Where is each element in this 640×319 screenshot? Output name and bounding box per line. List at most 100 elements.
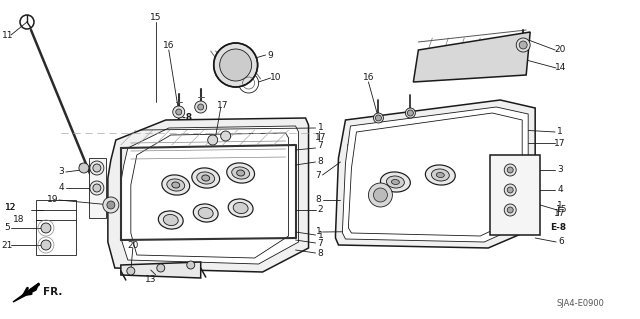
Ellipse shape <box>431 169 449 181</box>
Text: 5: 5 <box>4 224 10 233</box>
Text: 12: 12 <box>5 204 17 212</box>
Circle shape <box>107 201 115 209</box>
Ellipse shape <box>196 172 214 184</box>
Circle shape <box>373 113 383 123</box>
Circle shape <box>90 161 104 175</box>
Circle shape <box>79 163 89 173</box>
Ellipse shape <box>202 175 210 181</box>
Circle shape <box>214 43 258 87</box>
Circle shape <box>376 115 381 121</box>
Polygon shape <box>348 113 522 236</box>
Circle shape <box>508 167 513 173</box>
Text: 14: 14 <box>556 63 567 72</box>
Circle shape <box>208 135 218 145</box>
Polygon shape <box>13 283 39 302</box>
Text: 4: 4 <box>557 186 563 195</box>
Ellipse shape <box>426 165 455 185</box>
Circle shape <box>157 264 164 272</box>
Circle shape <box>508 207 513 213</box>
Circle shape <box>373 188 387 202</box>
Circle shape <box>127 267 135 275</box>
Circle shape <box>519 41 527 49</box>
Text: 17: 17 <box>217 100 228 109</box>
Ellipse shape <box>167 179 185 191</box>
Ellipse shape <box>172 182 180 188</box>
Text: 17: 17 <box>315 133 326 143</box>
Ellipse shape <box>380 172 410 192</box>
Text: E-8: E-8 <box>175 114 192 122</box>
Text: 20: 20 <box>554 46 566 55</box>
Circle shape <box>103 197 119 213</box>
Text: 1: 1 <box>557 128 563 137</box>
Ellipse shape <box>392 180 399 184</box>
Polygon shape <box>342 107 528 242</box>
Ellipse shape <box>232 167 250 179</box>
Circle shape <box>220 49 252 81</box>
Circle shape <box>41 223 51 233</box>
Ellipse shape <box>436 173 444 177</box>
Circle shape <box>176 109 182 115</box>
Text: 3: 3 <box>557 166 563 174</box>
Circle shape <box>504 204 516 216</box>
Text: 8: 8 <box>317 249 323 257</box>
Text: 9: 9 <box>268 50 273 60</box>
Circle shape <box>508 187 513 193</box>
Text: 8: 8 <box>317 158 323 167</box>
Text: 18: 18 <box>13 216 25 225</box>
Text: 16: 16 <box>163 41 175 49</box>
Text: 7: 7 <box>316 170 321 180</box>
Polygon shape <box>89 158 106 218</box>
Text: 15: 15 <box>556 205 568 214</box>
Text: 7: 7 <box>317 239 323 248</box>
Circle shape <box>41 240 51 250</box>
Ellipse shape <box>227 163 255 183</box>
Text: 10: 10 <box>270 73 282 83</box>
Circle shape <box>239 73 259 93</box>
Polygon shape <box>413 32 530 82</box>
Text: 4: 4 <box>58 183 64 192</box>
Ellipse shape <box>198 207 213 219</box>
Ellipse shape <box>237 170 244 176</box>
Text: 21: 21 <box>1 241 13 249</box>
Ellipse shape <box>163 214 178 226</box>
Ellipse shape <box>192 168 220 188</box>
Circle shape <box>93 164 101 172</box>
Text: 12: 12 <box>5 204 17 212</box>
Text: SJA4-E0900: SJA4-E0900 <box>556 299 604 308</box>
Circle shape <box>369 183 392 207</box>
Text: 2: 2 <box>317 205 323 214</box>
Ellipse shape <box>228 199 253 217</box>
Circle shape <box>90 181 104 195</box>
Text: 15: 15 <box>150 13 161 23</box>
Text: 11: 11 <box>3 31 14 40</box>
Circle shape <box>408 110 413 116</box>
Polygon shape <box>121 262 201 278</box>
Ellipse shape <box>158 211 183 229</box>
Text: 3: 3 <box>58 167 64 176</box>
Text: 17: 17 <box>554 210 566 219</box>
Circle shape <box>504 164 516 176</box>
Circle shape <box>173 106 185 118</box>
Polygon shape <box>490 155 540 235</box>
Polygon shape <box>335 100 535 248</box>
Text: 6: 6 <box>558 238 564 247</box>
Circle shape <box>504 184 516 196</box>
Text: 1: 1 <box>317 123 323 132</box>
Polygon shape <box>108 118 308 272</box>
Text: 17: 17 <box>431 137 443 146</box>
Circle shape <box>195 101 207 113</box>
Circle shape <box>405 108 415 118</box>
Text: E-8: E-8 <box>550 224 566 233</box>
Text: 8: 8 <box>316 196 321 204</box>
Text: FR.: FR. <box>44 287 63 297</box>
Text: 20: 20 <box>127 241 138 249</box>
Text: 1: 1 <box>557 201 563 210</box>
Ellipse shape <box>162 175 189 195</box>
Ellipse shape <box>387 176 404 188</box>
Text: 13: 13 <box>145 276 157 285</box>
Text: 1: 1 <box>316 227 321 236</box>
Polygon shape <box>131 133 289 258</box>
Circle shape <box>221 131 230 141</box>
Text: 1: 1 <box>317 231 323 240</box>
Ellipse shape <box>193 204 218 222</box>
